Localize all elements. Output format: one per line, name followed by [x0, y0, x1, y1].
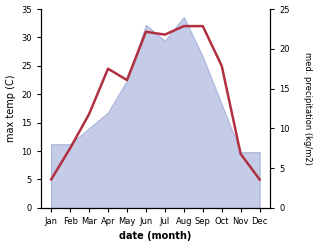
X-axis label: date (month): date (month): [119, 231, 191, 242]
Y-axis label: max temp (C): max temp (C): [5, 75, 16, 142]
Y-axis label: med. precipitation (kg/m2): med. precipitation (kg/m2): [303, 52, 313, 165]
